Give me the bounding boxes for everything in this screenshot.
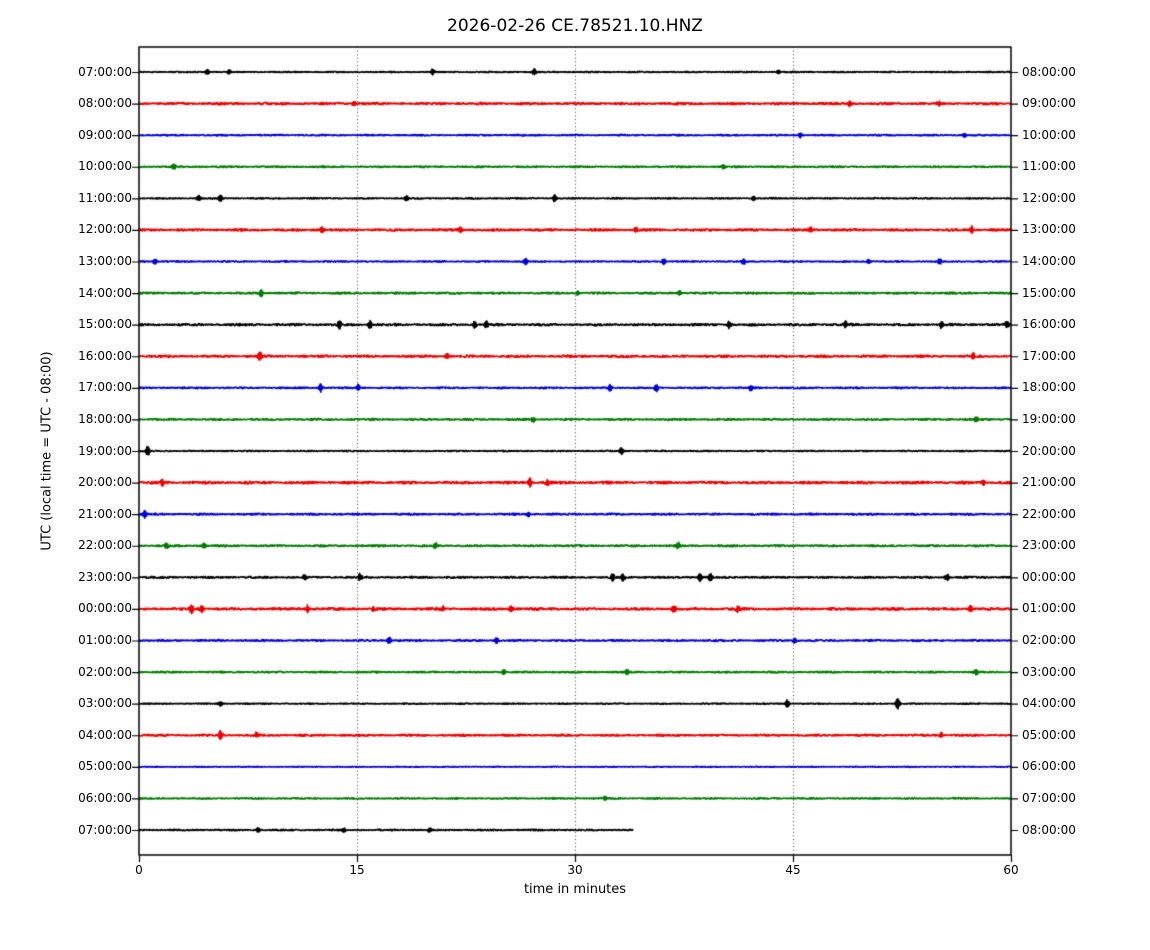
- row-end-time-label: 14:00:00: [1022, 254, 1076, 268]
- row-end-time-label: 19:00:00: [1022, 411, 1076, 426]
- row-start-time-label: 16:00:00: [78, 348, 132, 363]
- row-start-time-label: 05:00:00: [78, 759, 132, 774]
- row-start-time-label: 01:00:00: [78, 633, 132, 647]
- row-end-time-label: 05:00:00: [1022, 727, 1076, 742]
- x-axis-label: time in minutes: [523, 882, 627, 897]
- row-start-time-label: 02:00:00: [78, 664, 132, 679]
- row-end-time-label: 17:00:00: [1022, 348, 1076, 363]
- row-end-time-label: 20:00:00: [1022, 443, 1076, 458]
- row-start-time-label: 19:00:00: [78, 443, 132, 458]
- row-start-time-label: 07:00:00: [78, 822, 132, 837]
- x-tick-label: 45: [785, 863, 801, 877]
- row-end-time-label: 06:00:00: [1022, 759, 1076, 774]
- row-end-time-label: 04:00:00: [1022, 696, 1076, 711]
- row-end-time-label: 15:00:00: [1022, 285, 1076, 300]
- row-end-time-label: 16:00:00: [1022, 317, 1076, 332]
- row-start-time-label: 21:00:00: [78, 506, 132, 521]
- row-start-time-label: 06:00:00: [78, 790, 132, 805]
- row-end-time-label: 21:00:00: [1022, 475, 1076, 490]
- row-start-time-label: 09:00:00: [78, 127, 132, 142]
- y-axis-label: UTC (local time = UTC - 08:00): [39, 351, 55, 551]
- row-end-time-label: 08:00:00: [1022, 822, 1076, 837]
- row-end-time-label: 08:00:00: [1022, 64, 1076, 79]
- row-start-time-label: 23:00:00: [78, 569, 132, 584]
- chart-title: 2026-02-26 CE.78521.10.HNZ: [447, 16, 703, 36]
- x-tick-label: 15: [349, 863, 365, 877]
- row-start-time-label: 20:00:00: [78, 475, 132, 490]
- row-start-time-label: 10:00:00: [78, 159, 132, 174]
- row-end-time-label: 09:00:00: [1022, 96, 1076, 111]
- row-end-time-label: 11:00:00: [1022, 159, 1076, 174]
- row-end-time-label: 10:00:00: [1022, 127, 1076, 142]
- row-start-time-label: 12:00:00: [78, 222, 132, 237]
- row-start-time-label: 14:00:00: [78, 285, 132, 300]
- row-start-time-label: 13:00:00: [78, 254, 132, 268]
- row-start-time-label: 07:00:00: [78, 64, 132, 79]
- row-end-time-label: 13:00:00: [1022, 222, 1076, 237]
- row-start-time-label: 15:00:00: [78, 317, 132, 332]
- row-end-time-label: 18:00:00: [1022, 380, 1076, 395]
- row-end-time-label: 22:00:00: [1022, 506, 1076, 521]
- row-start-time-label: 00:00:00: [78, 601, 132, 616]
- row-end-time-label: 03:00:00: [1022, 664, 1076, 679]
- row-end-time-label: 01:00:00: [1022, 601, 1076, 616]
- row-start-time-label: 22:00:00: [78, 538, 132, 553]
- row-end-time-label: 23:00:00: [1022, 538, 1076, 553]
- x-tick-label: 0: [135, 863, 143, 877]
- row-start-time-label: 03:00:00: [78, 696, 132, 711]
- row-start-time-label: 11:00:00: [78, 190, 132, 205]
- row-end-time-label: 07:00:00: [1022, 790, 1076, 805]
- row-end-time-label: 02:00:00: [1022, 633, 1076, 647]
- x-tick-label: 30: [567, 863, 583, 877]
- row-end-time-label: 00:00:00: [1022, 569, 1076, 584]
- row-start-time-label: 17:00:00: [78, 380, 132, 395]
- row-start-time-label: 08:00:00: [78, 96, 132, 111]
- row-end-time-label: 12:00:00: [1022, 190, 1076, 205]
- row-start-time-label: 04:00:00: [78, 727, 132, 742]
- row-start-time-label: 18:00:00: [78, 411, 132, 426]
- x-tick-label: 60: [1003, 863, 1019, 877]
